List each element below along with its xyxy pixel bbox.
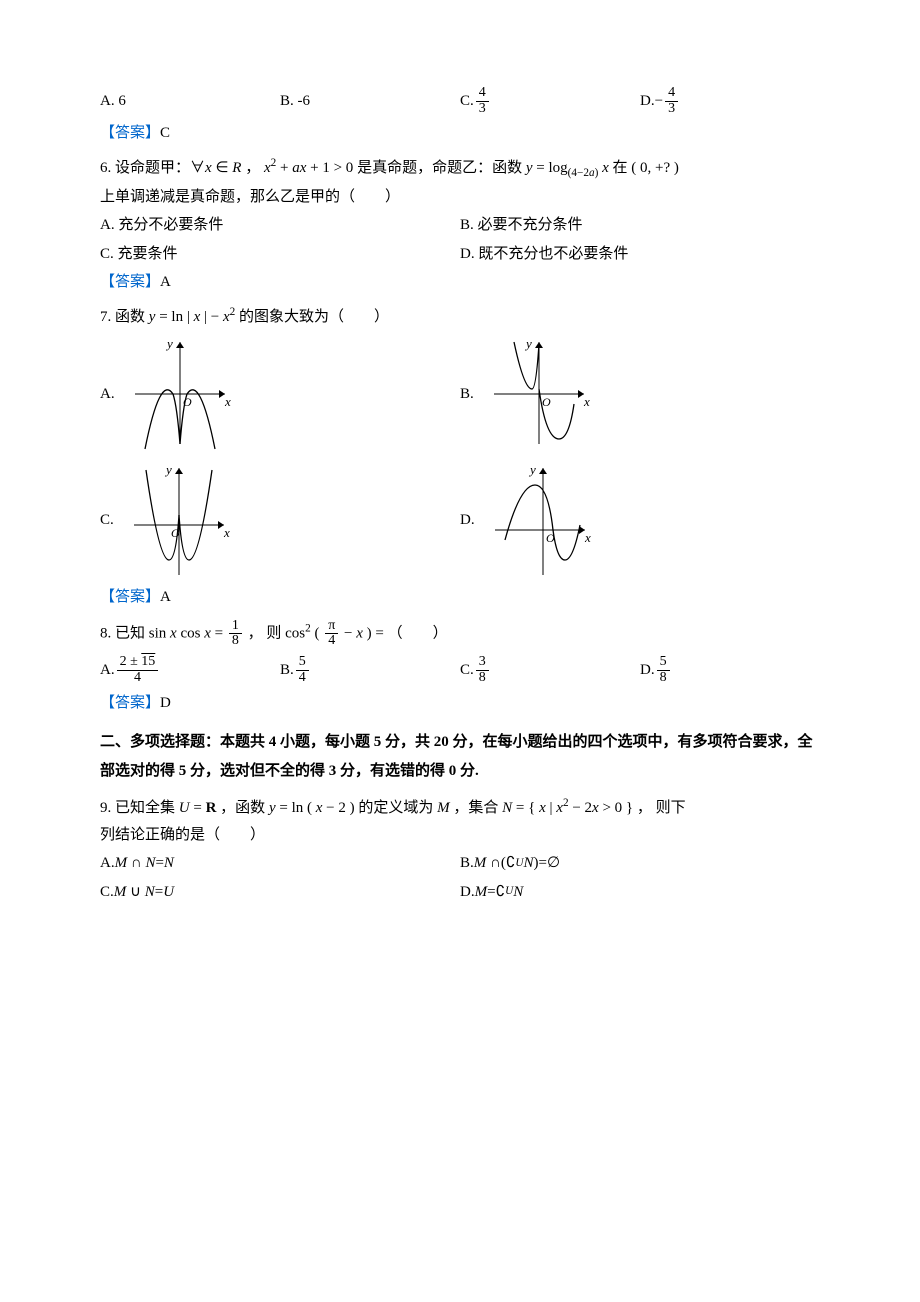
q7-opt-c: C. x y O (100, 460, 460, 580)
q6-stem: 6. 设命题甲：∀x ∈ R ， x2 + ax + 1 > 0 是真命题，命题… (100, 155, 820, 182)
svg-text:y: y (528, 462, 536, 477)
q6-opt-c: C. 充要条件 (100, 243, 460, 266)
svg-text:O: O (171, 526, 180, 540)
q9-opt-a: A. M ∩ N = N (100, 852, 460, 875)
q5-opt-b-text: B. -6 (280, 90, 310, 113)
svg-text:O: O (542, 395, 551, 409)
q8-answer: 【答案】D (100, 692, 820, 715)
q7-graph-a: x y O (125, 334, 235, 454)
q5-opt-d: D. − 43 (640, 86, 820, 116)
svg-text:x: x (223, 525, 230, 540)
q9-opt-c: C. M ∪ N = U (100, 881, 460, 904)
q8-stem: 8. 已知 sin x cos x = 18 ， 则 cos2 ( π4 − x… (100, 619, 820, 649)
q5-opt-a: A. 6 (100, 90, 280, 113)
q5-opt-a-text: A. 6 (100, 90, 126, 113)
q9-opts-row2: C. M ∪ N = U D. M = ∁UN (100, 881, 820, 904)
q5-opt-d-frac: 43 (665, 86, 678, 116)
axis-y-label: y (165, 336, 173, 351)
q6-stem-line2: 上单调递减是真命题，那么乙是甲的（ ） (100, 186, 820, 209)
q8-opt-d: D. 58 (640, 655, 820, 685)
q5-opt-c: C. 43 (460, 86, 640, 116)
q6-opt-b: B. 必要不充分条件 (460, 214, 820, 237)
q7-graph-d: x y O (485, 460, 595, 580)
q9-opt-d: D. M = ∁UN (460, 881, 820, 904)
q8-frac1: 18 (229, 619, 242, 649)
q7-row1: A. x y O B. x y O (100, 334, 820, 454)
q9-opts-row1: A. M ∩ N = N B. M ∩ ( ∁UN ) = ∅ (100, 852, 820, 875)
q6-answer: 【答案】A (100, 271, 820, 294)
q6-opt-a: A. 充分不必要条件 (100, 214, 460, 237)
q7-row2: C. x y O D. x y O (100, 460, 820, 580)
q5-answer: 【答案】C (100, 122, 820, 145)
q5-opt-d-sign: − (655, 90, 663, 113)
q8-frac2: π4 (325, 619, 338, 649)
axis-x-label: x (224, 394, 231, 409)
q5-opt-c-prefix: C. (460, 90, 474, 113)
q9-stem-line2: 列结论正确的是（ ） (100, 824, 820, 847)
q7-opt-b-label: B. (460, 383, 474, 406)
q7-graph-b: x y O (484, 334, 594, 454)
q7-opt-d-label: D. (460, 509, 475, 532)
q6-opts-row2: C. 充要条件 D. 既不充分也不必要条件 (100, 243, 820, 266)
q9-opt-b: B. M ∩ ( ∁UN ) = ∅ (460, 852, 820, 875)
q7-answer: 【答案】A (100, 586, 820, 609)
q5-opt-d-prefix: D. (640, 90, 655, 113)
svg-text:x: x (583, 394, 590, 409)
q6-opts-row1: A. 充分不必要条件 B. 必要不充分条件 (100, 214, 820, 237)
svg-text:y: y (164, 462, 172, 477)
svg-text:x: x (584, 530, 591, 545)
q8-opt-a: A. 2 ± 15 4 (100, 655, 280, 685)
q7-graph-c: x y O (124, 460, 234, 580)
q7-opt-a-label: A. (100, 383, 115, 406)
q7-opt-c-label: C. (100, 509, 114, 532)
q7-opt-d: D. x y O (460, 460, 820, 580)
q7-stem: 7. 函数 y = ln | x | − x2 的图象大致为（ ） (100, 304, 820, 329)
q8-opt-c: C. 38 (460, 655, 640, 685)
q7-opt-a: A. x y O (100, 334, 460, 454)
q7-opt-b: B. x y O (460, 334, 820, 454)
q5-opt-c-frac: 43 (476, 86, 489, 116)
q6-opt-d: D. 既不充分也不必要条件 (460, 243, 820, 266)
q5-opt-b: B. -6 (280, 90, 460, 113)
q5-options: A. 6 B. -6 C. 43 D. − 43 (100, 86, 820, 116)
q8-opt-b: B. 54 (280, 655, 460, 685)
svg-text:y: y (524, 336, 532, 351)
section2-heading: 二、多项选择题：本题共 4 小题，每小题 5 分，共 20 分，在每小题给出的四… (100, 728, 820, 785)
q8-options: A. 2 ± 15 4 B. 54 C. 38 D. 58 (100, 655, 820, 685)
q9-stem: 9. 已知全集 U = R ，函数 y = ln ( x − 2 ) 的定义域为… (100, 795, 820, 820)
